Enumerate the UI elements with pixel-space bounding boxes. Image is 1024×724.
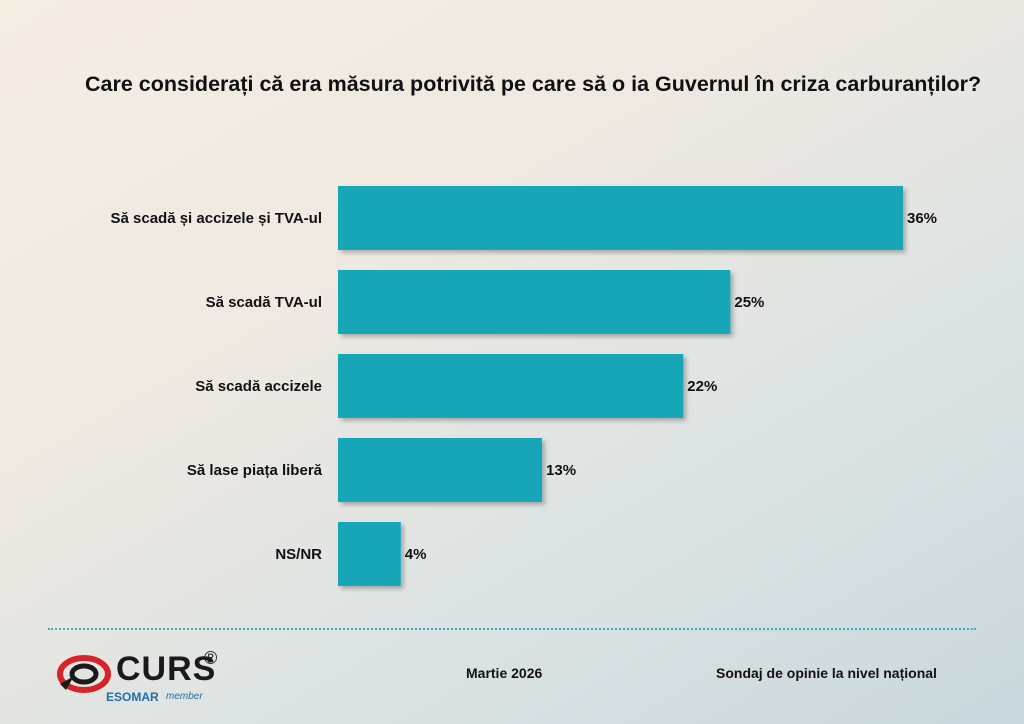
bar-chart: Să scadă și accizele și TVA-ul 36% Să scad…: [111, 186, 937, 586]
curs-logo-icon: [57, 655, 111, 693]
category-label: Să scadă accizele: [195, 378, 322, 395]
survey-date: Martie 2026: [466, 665, 543, 681]
logo-member: member: [166, 691, 203, 702]
logo-esomar: ESOMAR: [106, 690, 159, 704]
category-label: Să lase piața liberă: [187, 462, 323, 479]
logo-wordmark: CURS: [116, 650, 217, 688]
logo-registered-mark: ®: [204, 648, 218, 668]
category-label: Să scadă TVA-ul: [206, 294, 322, 311]
value-label: 22%: [687, 378, 717, 395]
curs-logo: CURS ® ESOMAR member: [56, 648, 236, 708]
value-label: 36%: [907, 210, 937, 227]
value-label: 25%: [734, 294, 764, 311]
category-label: NS/NR: [275, 546, 322, 563]
chart-title: Care considerați că era măsura potrivită…: [85, 72, 982, 96]
bar: [338, 438, 543, 502]
footer-divider: [48, 628, 976, 630]
value-label: 4%: [405, 546, 427, 563]
survey-tagline: Sondaj de opinie la nivel național: [716, 665, 937, 681]
bar: [338, 186, 903, 250]
bar: [338, 270, 731, 334]
bar: [338, 354, 684, 418]
bar: [338, 522, 401, 586]
category-label: Să scadă și accizele și TVA-ul: [111, 210, 323, 227]
value-label: 13%: [546, 462, 576, 479]
